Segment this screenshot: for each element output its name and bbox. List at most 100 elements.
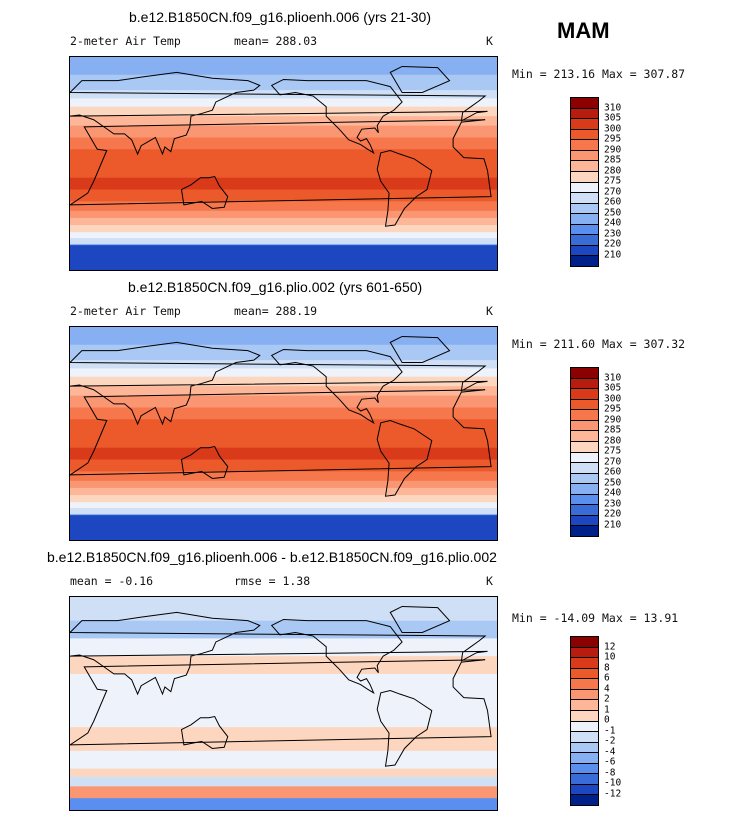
colorbar-tick-label: -2 [604, 735, 616, 747]
colorbar-tick-label: 305 [604, 112, 622, 124]
colorbar-tick-label: 275 [604, 175, 622, 187]
temperature-band [70, 656, 497, 675]
colorbar-tick-label: -12 [604, 788, 622, 799]
colorbar-segment [571, 161, 598, 172]
coastline [376, 149, 433, 227]
temperature-band [70, 137, 497, 150]
colorbar-segment [571, 129, 598, 141]
temperature-band [70, 386, 497, 397]
colorbar-tick-label: -8 [604, 767, 616, 778]
temperature-band [70, 768, 497, 778]
temperature-band [70, 149, 497, 179]
coastline [70, 245, 497, 270]
panel-3-colorbar [570, 636, 599, 806]
coastline [389, 605, 451, 633]
colorbar-segment [571, 224, 598, 236]
coastline [70, 659, 492, 746]
temperature-band [70, 201, 497, 212]
panel-3-mean-label: mean = -0.16 [70, 574, 154, 588]
colorbar-tick-label: 240 [604, 217, 622, 229]
colorbar-segment [571, 505, 598, 516]
colorbar-tick-label: -4 [604, 746, 616, 757]
coastline [70, 71, 488, 156]
colorbar-segment [571, 203, 598, 215]
panel-3-minmax: Min = -14.09 Max = 13.91 [512, 611, 679, 625]
colorbar-segment [571, 108, 598, 120]
colorbar-tick-label: 0 [604, 714, 610, 726]
temperature-band [70, 395, 497, 408]
colorbar-segment [571, 784, 598, 796]
map-canvas [70, 327, 497, 540]
panel-2-map [69, 326, 498, 541]
colorbar-tick-label: 270 [604, 186, 622, 197]
colorbar-segment [571, 658, 598, 669]
colorbar-tick-label: 305 [604, 382, 622, 394]
season-label: MAM [557, 18, 610, 43]
panel-2-colorbar [570, 367, 599, 537]
temperature-band [70, 210, 497, 219]
colorbar-tick-label: 290 [604, 414, 622, 425]
colorbar-tick-label: 295 [604, 133, 622, 145]
colorbar-segment [571, 763, 598, 775]
colorbar-segment [571, 98, 598, 109]
temperature-band [70, 508, 497, 515]
coastline [70, 611, 488, 696]
colorbar-tick-label: 300 [604, 393, 622, 404]
temperature-band [70, 776, 497, 787]
coastline [70, 389, 492, 476]
temperature-band [70, 116, 497, 127]
colorbar-tick-label: -10 [604, 777, 622, 789]
colorbar-segment [571, 679, 598, 690]
colorbar-tick-label: 230 [604, 228, 622, 239]
colorbar-segment [571, 484, 598, 495]
colorbar-tick-label: 2 [604, 693, 610, 705]
panel-1-title: b.e12.B1850CN.f09_g16.plioenh.006 (yrs 2… [129, 9, 431, 25]
colorbar-segment [571, 431, 598, 442]
temperature-band [70, 376, 497, 387]
panel-2-title: b.e12.B1850CN.f09_g16.plio.002 (yrs 601-… [128, 279, 423, 295]
colorbar-tick-label: 230 [604, 498, 622, 509]
temperature-band [70, 106, 497, 117]
colorbar-segment [571, 795, 598, 805]
colorbar-segment [571, 119, 598, 130]
colorbar-tick-label: 4 [604, 683, 610, 694]
colorbar-tick-label: 270 [604, 456, 622, 467]
colorbar-tick-label: 10 [604, 651, 616, 663]
coastline [270, 78, 403, 155]
coastline [180, 175, 229, 209]
temperature-band [70, 597, 497, 622]
colorbar-tick-label: -1 [604, 725, 616, 736]
coastline [270, 618, 403, 695]
temperature-band [70, 502, 497, 509]
colorbar-segment [571, 182, 598, 194]
colorbar-segment [571, 515, 598, 527]
colorbar-tick-label: 250 [604, 207, 622, 218]
colorbar-segment [571, 473, 598, 485]
temperature-band [70, 189, 497, 202]
colorbar-segment [571, 410, 598, 421]
temperature-band [70, 57, 497, 76]
colorbar-segment [571, 420, 598, 432]
colorbar-tick-label: 285 [604, 424, 622, 436]
colorbar-segment [571, 637, 598, 648]
temperature-band [70, 480, 497, 489]
panel-2-unit-label: K [486, 304, 493, 318]
panel-3-unit-label: K [486, 574, 493, 588]
colorbar-tick-label: 260 [604, 196, 622, 208]
temperature-band [70, 620, 497, 639]
panel-2-minmax: Min = 211.60 Max = 307.32 [512, 337, 686, 351]
colorbar-segment [571, 214, 598, 225]
colorbar-segment [571, 463, 598, 474]
colorbar-tick-label: 310 [604, 372, 622, 383]
panel-2-mean-label: mean= 288.19 [234, 304, 318, 318]
coastline [70, 119, 492, 206]
colorbar-tick-label: 210 [604, 519, 622, 530]
colorbar-tick-label: 220 [604, 238, 622, 250]
colorbar-segment [571, 171, 598, 183]
temperature-band [70, 368, 497, 378]
colorbar-segment [571, 526, 598, 536]
panel-1-unit-label: K [486, 34, 493, 48]
colorbar-segment [571, 721, 598, 733]
panel-3-title: b.e12.B1850CN.f09_g16.plioenh.006 - b.e1… [47, 549, 497, 565]
colorbar-segment [571, 399, 598, 411]
